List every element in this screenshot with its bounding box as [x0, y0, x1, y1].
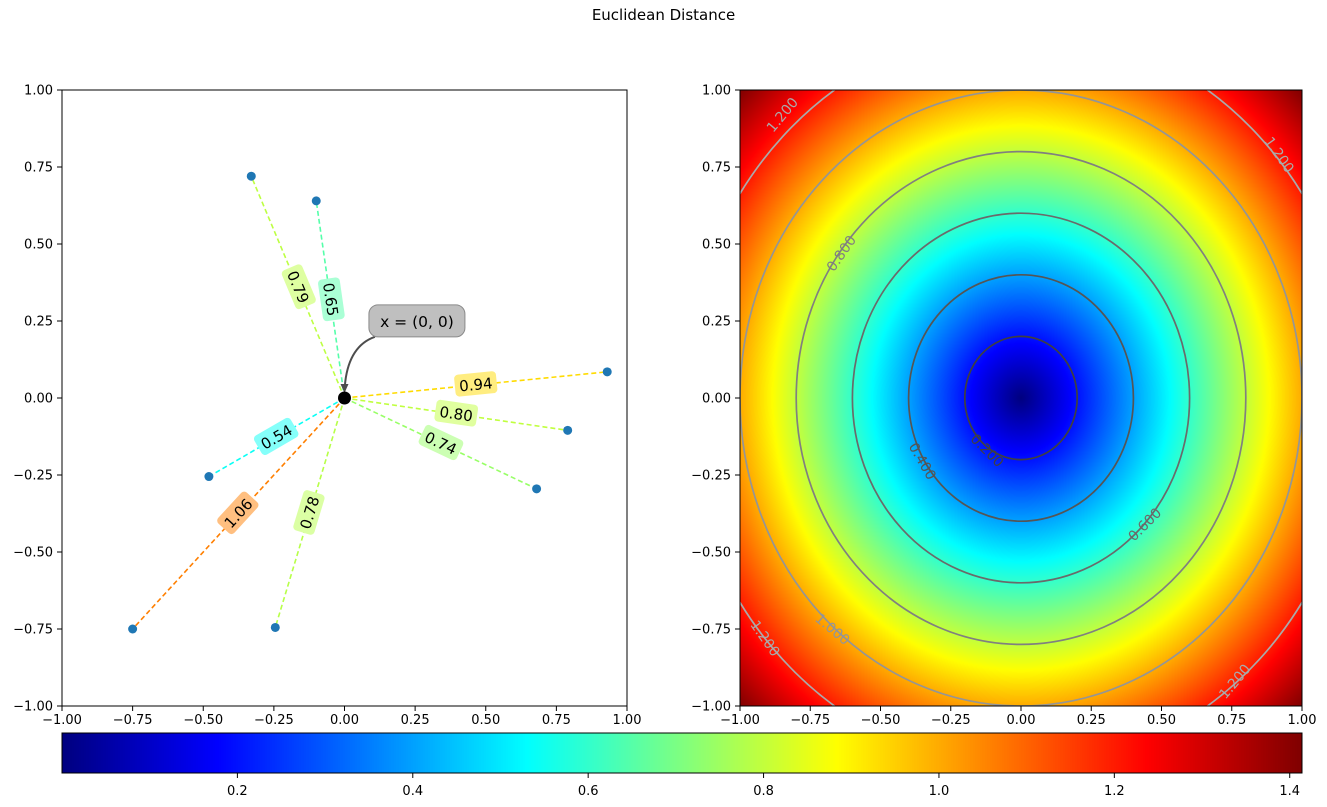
distance-line [208, 397, 345, 478]
contour-y-tick-label: 0.50 [702, 238, 731, 253]
origin-annotation: x = (0, 0) [380, 313, 454, 331]
scatter-frame [61, 89, 628, 707]
contour-x-tick-label: 0.50 [1147, 713, 1176, 728]
annotation-arrowhead [340, 384, 349, 393]
distance-label-box [454, 371, 498, 397]
scatter-x-tick-label: 1.00 [613, 713, 642, 728]
data-point [563, 425, 573, 435]
annotation-arrow [343, 335, 376, 392]
contour-x-tick-label: 0.00 [1007, 713, 1036, 728]
distance-heatmap [740, 90, 1302, 706]
contour-y-tick-label: −1.00 [691, 700, 731, 715]
contour-x-tick-label: 1.00 [1288, 713, 1317, 728]
distance-label-box [293, 490, 325, 535]
colorbar-frame [61, 732, 1303, 774]
distance-label-box [418, 424, 464, 461]
data-point [270, 622, 280, 632]
distance-label: 0.65 [319, 282, 342, 318]
contour-x-tick-label: −0.25 [931, 713, 971, 728]
distance-label-group: 0.80 [434, 399, 479, 427]
origin-annotation-box [368, 304, 466, 338]
colorbar-tick-label: 1.0 [929, 784, 950, 799]
data-point [532, 484, 542, 494]
scatter-x-tick-label: −0.25 [254, 713, 294, 728]
contour-y-tick-label: 0.25 [702, 315, 731, 330]
contour-y-tick-label: −0.25 [691, 469, 731, 484]
contour-line [963, 335, 1079, 461]
scatter-y-tick-label: 0.25 [24, 315, 53, 330]
contour-line [795, 150, 1247, 646]
scatter-y-tick-label: −0.75 [13, 623, 53, 638]
colorbar-tick-label: 0.4 [402, 784, 423, 799]
scatter-x-tick-label: 0.75 [542, 713, 571, 728]
distance-label: 0.94 [458, 374, 493, 395]
figure-title: Euclidean Distance [591, 6, 736, 24]
colorbar-tick-label: 0.2 [227, 784, 248, 799]
scatter-x-tick-label: 0.50 [471, 713, 500, 728]
scatter-y-tick-label: −0.25 [13, 469, 53, 484]
scatter-x-tick-label: −0.75 [113, 713, 153, 728]
scatter-y-tick-label: 0.50 [24, 238, 53, 253]
distance-label: 0.80 [438, 403, 474, 426]
colorbar-tick-label: 1.2 [1104, 784, 1125, 799]
scatter-y-tick-label: 0.75 [24, 161, 53, 176]
contour-x-tick-label: −0.50 [861, 713, 901, 728]
scatter-y-tick-label: −1.00 [13, 700, 53, 715]
colorbar-tick-label: 0.6 [578, 784, 599, 799]
contour-x-tick-label: −1.00 [720, 713, 760, 728]
scatter-x-tick-label: −1.00 [42, 713, 82, 728]
origin-point [338, 391, 351, 405]
distance-label-box [253, 417, 299, 455]
contour-line [907, 273, 1135, 523]
data-point [204, 472, 214, 482]
contour-y-tick-label: 0.00 [702, 392, 731, 407]
contour-x-tick-label: −0.75 [790, 713, 830, 728]
scatter-x-tick-label: 0.00 [330, 713, 359, 728]
data-point [128, 624, 138, 634]
data-point [246, 171, 256, 181]
distance-label-group: 0.94 [454, 371, 498, 397]
data-point [602, 367, 612, 377]
scatter-y-tick-label: 0.00 [24, 392, 53, 407]
contour-y-tick-label: −0.50 [691, 546, 731, 561]
distance-label-group: 0.65 [318, 277, 345, 322]
contour-lines [740, 90, 1302, 706]
scatter-y-tick-label: −0.50 [13, 546, 53, 561]
scatter-x-tick-label: −0.50 [183, 713, 223, 728]
distance-label-box [318, 277, 345, 322]
contour-line [851, 212, 1191, 584]
contour-y-tick-label: 0.75 [702, 161, 731, 176]
contour-y-tick-label: −0.75 [691, 623, 731, 638]
scatter-y-tick-label: 1.00 [24, 84, 53, 99]
contour-x-tick-label: 0.75 [1217, 713, 1246, 728]
contour-y-tick-label: 1.00 [702, 84, 731, 99]
contour-frame [739, 89, 1303, 707]
colorbar-tick-label: 1.4 [1279, 784, 1300, 799]
contour-x-tick-label: 0.25 [1077, 713, 1106, 728]
distance-label-box [281, 264, 316, 310]
colorbar-tick-label: 0.8 [753, 784, 774, 799]
colorbar-gradient [62, 733, 1302, 773]
scatter-x-tick-label: 0.25 [401, 713, 430, 728]
data-point [311, 196, 321, 206]
distance-label-box [434, 399, 479, 427]
distance-label-box [217, 491, 259, 535]
